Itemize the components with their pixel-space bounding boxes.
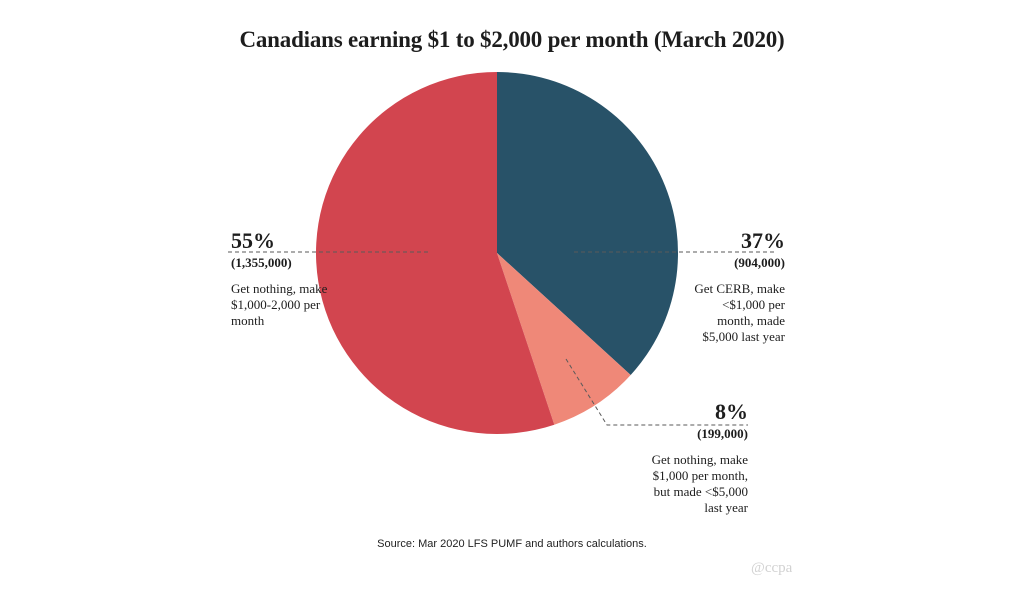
leader-line-small [565, 358, 748, 426]
label-cerb-percent: 37% [741, 228, 785, 253]
pie-slice-cerb [497, 72, 679, 376]
label-cerb: 37% (904,000) Get CERB, make <$1,000 per… [685, 228, 785, 344]
label-cerb-count: (904,000) [734, 255, 785, 271]
chart-title: Canadians earning $1 to $2,000 per month… [239, 27, 785, 52]
label-nothing-percent: 55% [231, 228, 275, 253]
pie-slice-nothing [315, 72, 555, 434]
label-small-count: (199,000) [697, 426, 748, 442]
pie-slice-small [497, 253, 631, 425]
label-nothing-description: Get nothing, make $1,000-2,000 per month [231, 281, 328, 328]
ccpa-watermark: @ccpa [751, 560, 793, 576]
source-note: Source: Mar 2020 LFS PUMF and authors ca… [377, 538, 647, 550]
label-small-percent: 8% [715, 399, 748, 424]
label-nothing-count: (1,355,000) [231, 255, 292, 271]
label-small: 8% (199,000) Get nothing, make $1,000 pe… [633, 399, 748, 515]
label-nothing: 55% (1,355,000) Get nothing, make $1,000… [231, 228, 341, 329]
label-cerb-description: Get CERB, make <$1,000 per month, made $… [694, 281, 785, 344]
label-small-description: Get nothing, make $1,000 per month, but … [651, 452, 748, 515]
